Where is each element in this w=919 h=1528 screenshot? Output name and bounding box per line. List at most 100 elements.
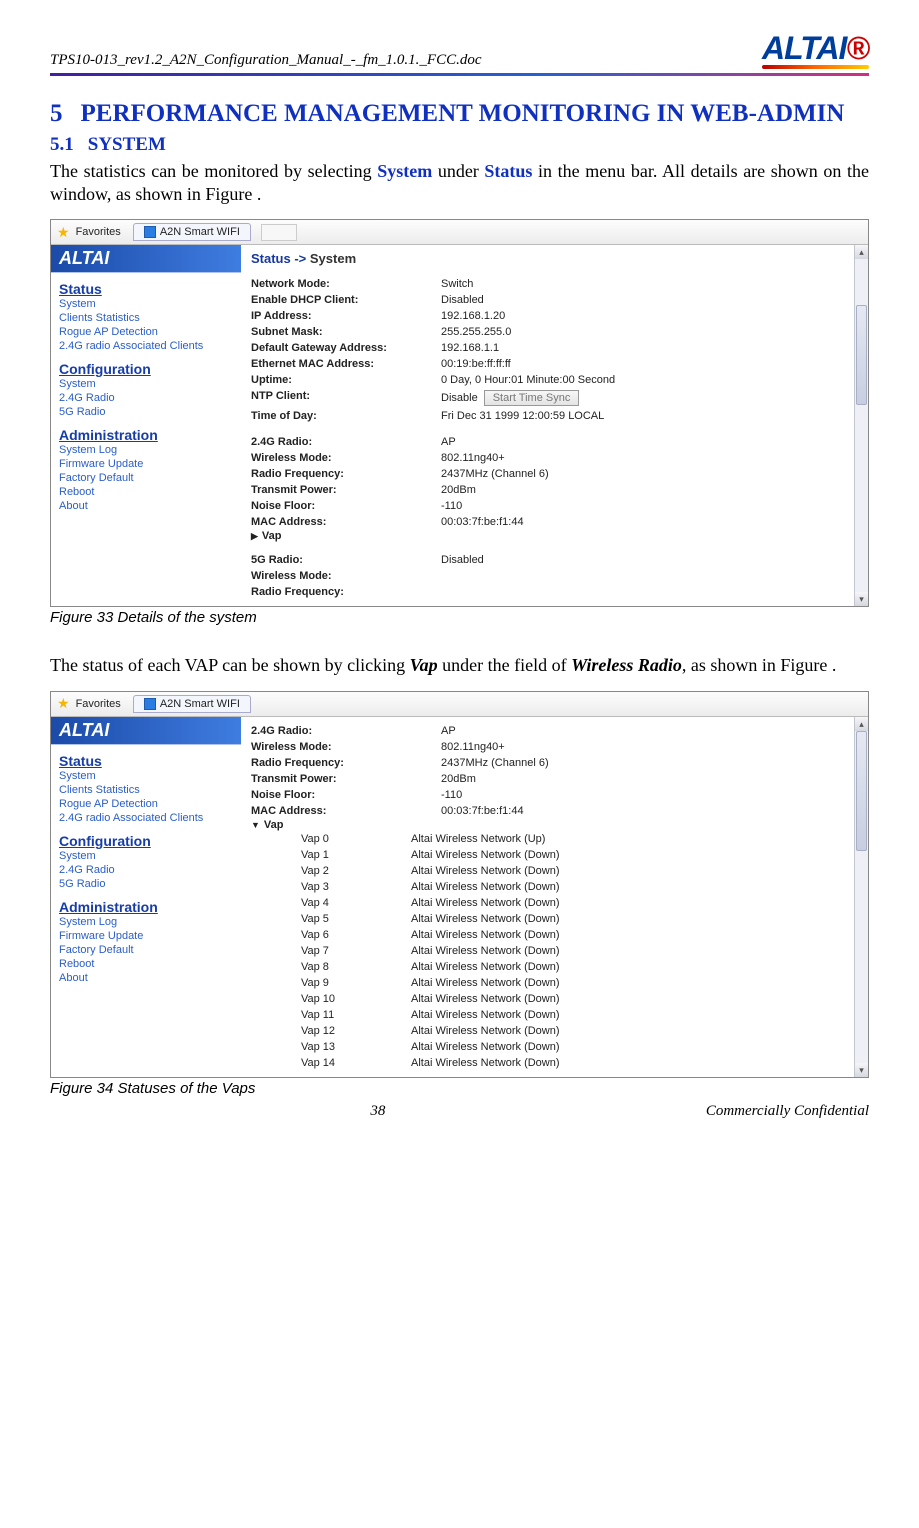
- row-value: 20dBm: [441, 773, 844, 785]
- sidebar-item[interactable]: 2.4G radio Associated Clients: [59, 811, 233, 825]
- row-label: 5G Radio:: [251, 554, 441, 566]
- table-row: IP Address:192.168.1.20: [251, 308, 844, 324]
- table-row: Wireless Mode:: [251, 568, 844, 584]
- row-value: 802.11ng40+: [441, 741, 844, 753]
- sidebar-item[interactable]: System: [59, 377, 233, 391]
- row-value: 00:03:7f:be:f1:44: [441, 805, 844, 817]
- row-label: Vap 14: [301, 1057, 411, 1069]
- sidebar-config-list: System2.4G Radio5G Radio: [59, 849, 233, 891]
- sidebar-item[interactable]: Firmware Update: [59, 457, 233, 471]
- sidebar-admin-list: System LogFirmware UpdateFactory Default…: [59, 915, 233, 985]
- favorites-star-icon: ★: [57, 224, 70, 241]
- figure-34-caption: Figure 34 Statuses of the Vaps: [50, 1080, 869, 1097]
- sidebar-item[interactable]: 2.4G Radio: [59, 391, 233, 405]
- system-rows-1: Network Mode:SwitchEnable DHCP Client:Di…: [251, 276, 844, 388]
- scroll-down-icon[interactable]: ▾: [855, 1063, 868, 1077]
- row-label: MAC Address:: [251, 516, 441, 528]
- sidebar-item[interactable]: Rogue AP Detection: [59, 325, 233, 339]
- scroll-down-icon[interactable]: ▾: [855, 592, 868, 606]
- table-row: Vap 3Altai Wireless Network (Down): [251, 879, 844, 895]
- row-label: Transmit Power:: [251, 484, 441, 496]
- sidebar-item[interactable]: 2.4G Radio: [59, 863, 233, 877]
- screenshot-system-status: ★ Favorites A2N Smart WIFI ALTAI Status …: [50, 219, 869, 607]
- table-row: Enable DHCP Client:Disabled: [251, 292, 844, 308]
- sidebar-item[interactable]: Factory Default: [59, 943, 233, 957]
- row-label: 2.4G Radio:: [251, 725, 441, 737]
- row-label: Wireless Mode:: [251, 741, 441, 753]
- sidebar-item[interactable]: Clients Statistics: [59, 311, 233, 325]
- browser-tab[interactable]: A2N Smart WIFI: [133, 223, 251, 241]
- ntp-row: NTP Client: DisableStart Time Sync: [251, 388, 844, 408]
- scroll-thumb[interactable]: [856, 305, 867, 405]
- sidebar: ALTAI Status SystemClients StatisticsRog…: [51, 245, 241, 606]
- browser-tab-blank[interactable]: [261, 224, 297, 241]
- row-label: Vap 9: [301, 977, 411, 989]
- row-label: 2.4G Radio:: [251, 436, 441, 448]
- browser-tab[interactable]: A2N Smart WIFI: [133, 695, 251, 713]
- row-value: Altai Wireless Network (Down): [411, 993, 844, 1005]
- row-label: Wireless Mode:: [251, 570, 441, 582]
- table-row: Default Gateway Address:192.168.1.1: [251, 340, 844, 356]
- sidebar-item[interactable]: 5G Radio: [59, 877, 233, 891]
- vap-toggle-open[interactable]: Vap: [251, 819, 844, 831]
- row-value: -110: [441, 500, 844, 512]
- row-label: Noise Floor:: [251, 789, 441, 801]
- sidebar-item[interactable]: System: [59, 849, 233, 863]
- row-label: Enable DHCP Client:: [251, 294, 441, 306]
- sidebar-item[interactable]: Clients Statistics: [59, 783, 233, 797]
- sidebar-item[interactable]: Rogue AP Detection: [59, 797, 233, 811]
- row-value: Altai Wireless Network (Down): [411, 1009, 844, 1021]
- row-value: Altai Wireless Network (Down): [411, 881, 844, 893]
- sidebar-item[interactable]: System Log: [59, 443, 233, 457]
- table-row: Vap 4Altai Wireless Network (Down): [251, 895, 844, 911]
- row-value: [441, 586, 844, 598]
- row-label: Vap 4: [301, 897, 411, 909]
- table-row: 5G Radio:Disabled: [251, 552, 844, 568]
- table-row: Vap 10Altai Wireless Network (Down): [251, 991, 844, 1007]
- vap-toggle[interactable]: Vap: [251, 530, 844, 542]
- table-row: Vap 12Altai Wireless Network (Down): [251, 1023, 844, 1039]
- main-panel: Status -> System Network Mode:SwitchEnab…: [241, 245, 854, 606]
- scroll-up-icon[interactable]: ▴: [855, 717, 868, 731]
- sidebar-item[interactable]: 5G Radio: [59, 405, 233, 419]
- sidebar-heading-admin: Administration: [59, 899, 233, 915]
- start-time-sync-button[interactable]: Start Time Sync: [484, 390, 580, 406]
- scroll-thumb[interactable]: [856, 731, 867, 851]
- table-row: 2.4G Radio:AP: [251, 434, 844, 450]
- table-row: Vap 7Altai Wireless Network (Down): [251, 943, 844, 959]
- row-value: 20dBm: [441, 484, 844, 496]
- browser-favorites-bar: ★ Favorites A2N Smart WIFI: [51, 692, 868, 717]
- table-row: Radio Frequency:2437MHz (Channel 6): [251, 466, 844, 482]
- scrollbar[interactable]: ▴ ▾: [854, 245, 868, 606]
- row-label: Noise Floor:: [251, 500, 441, 512]
- sidebar-item[interactable]: About: [59, 499, 233, 513]
- sidebar-item[interactable]: Factory Default: [59, 471, 233, 485]
- sidebar-item[interactable]: Reboot: [59, 485, 233, 499]
- row-value: Altai Wireless Network (Down): [411, 961, 844, 973]
- sidebar-item[interactable]: Firmware Update: [59, 929, 233, 943]
- table-row: Ethernet MAC Address:00:19:be:ff:ff:ff: [251, 356, 844, 372]
- favorites-label: Favorites: [76, 226, 121, 238]
- row-value: Switch: [441, 278, 844, 290]
- sidebar-heading-status: Status: [59, 281, 233, 297]
- heading-2: 5.1SYSTEM: [50, 134, 869, 156]
- row-label: Radio Frequency:: [251, 586, 441, 598]
- sidebar-status-list: SystemClients StatisticsRogue AP Detecti…: [59, 297, 233, 353]
- row-label: Vap 11: [301, 1009, 411, 1021]
- sidebar-item[interactable]: Reboot: [59, 957, 233, 971]
- row-label: Subnet Mask:: [251, 326, 441, 338]
- sidebar-item[interactable]: System: [59, 769, 233, 783]
- row-value: 192.168.1.20: [441, 310, 844, 322]
- breadcrumb: Status -> System: [251, 251, 844, 266]
- scroll-up-icon[interactable]: ▴: [855, 245, 868, 259]
- sidebar-item[interactable]: System Log: [59, 915, 233, 929]
- scrollbar[interactable]: ▴ ▾: [854, 717, 868, 1077]
- sidebar-item[interactable]: System: [59, 297, 233, 311]
- table-row: Transmit Power:20dBm: [251, 482, 844, 498]
- sidebar-item[interactable]: About: [59, 971, 233, 985]
- row-value: Altai Wireless Network (Down): [411, 1025, 844, 1037]
- row-label: Vap 1: [301, 849, 411, 861]
- sidebar-logo: ALTAI: [51, 717, 241, 745]
- table-row: Vap 2Altai Wireless Network (Down): [251, 863, 844, 879]
- sidebar-item[interactable]: 2.4G radio Associated Clients: [59, 339, 233, 353]
